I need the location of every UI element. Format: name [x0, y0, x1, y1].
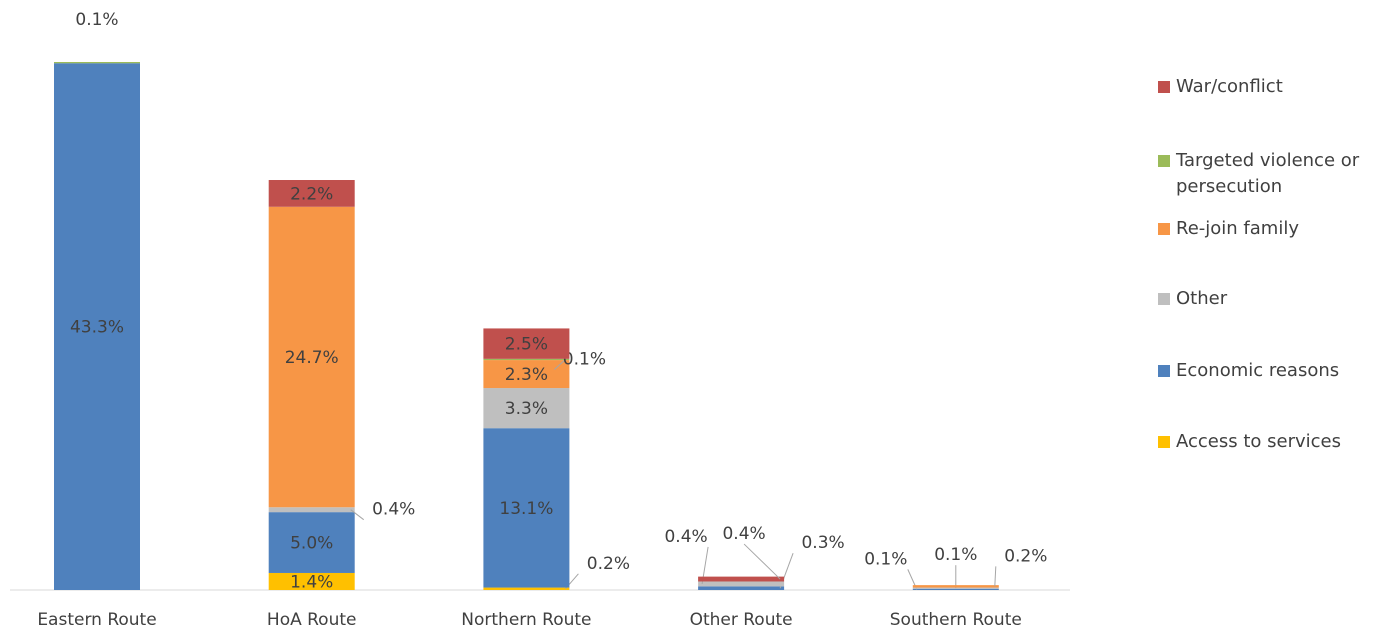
- bar-segment: [268, 507, 355, 513]
- bar-segment: [698, 586, 785, 590]
- bar-segment: [698, 581, 785, 587]
- legend-label: Targeted violence or persecution: [1176, 150, 1360, 197]
- bar-segment: [483, 388, 570, 429]
- bar-segment: [268, 206, 355, 508]
- leader-line: [743, 543, 781, 580]
- bar-segment: [483, 328, 570, 359]
- legend-label: War/conflict: [1176, 76, 1283, 97]
- data-label: 0.1%: [563, 349, 606, 369]
- data-label: 2.3%: [505, 365, 548, 385]
- bar-segment: [912, 587, 999, 589]
- legend-item: Re-join family: [1158, 216, 1388, 242]
- data-label: 5.0%: [290, 534, 333, 554]
- data-label: 2.2%: [290, 184, 333, 204]
- bar-segment: [483, 428, 570, 588]
- bar-segment: [268, 572, 355, 590]
- legend-label: Economic reasons: [1176, 360, 1340, 381]
- data-label: 24.7%: [285, 348, 339, 368]
- bar-segment: [268, 180, 355, 207]
- data-label: 0.2%: [587, 554, 630, 574]
- legend-swatch: [1158, 155, 1170, 167]
- legend-item: Targeted violence or persecution: [1158, 148, 1388, 200]
- data-label: 13.1%: [499, 499, 553, 519]
- legend-label: Re-join family: [1176, 218, 1299, 239]
- legend-swatch: [1158, 223, 1170, 235]
- legend-swatch: [1158, 293, 1170, 305]
- bar-segment: [483, 358, 570, 361]
- legend-item: Economic reasons: [1158, 358, 1388, 384]
- bar-segment: [912, 588, 999, 590]
- legend-swatch: [1158, 81, 1170, 93]
- legend-swatch: [1158, 365, 1170, 377]
- data-label: 43.3%: [70, 318, 124, 338]
- legend-label: Other: [1176, 288, 1228, 309]
- data-label: 0.1%: [934, 545, 977, 565]
- leader-line: [554, 359, 566, 370]
- legend-item: Access to services: [1158, 429, 1388, 455]
- bar-segment: [54, 63, 140, 590]
- legend-item: Other: [1158, 286, 1388, 312]
- data-label: 0.2%: [1004, 546, 1047, 566]
- legend-label: Access to services: [1176, 431, 1341, 452]
- data-label: 0.3%: [801, 533, 844, 553]
- data-label: 0.4%: [372, 500, 415, 520]
- data-label: 2.5%: [505, 335, 548, 355]
- bar-segment: [912, 585, 999, 588]
- x-tick-label: Other Route: [690, 610, 793, 630]
- data-label: 0.4%: [722, 524, 765, 544]
- bar-segment: [54, 62, 140, 64]
- leader-line: [350, 509, 365, 521]
- leader-line: [994, 566, 997, 587]
- x-tick-label: Southern Route: [890, 610, 1022, 630]
- legend-swatch: [1158, 436, 1170, 448]
- x-tick-label: Eastern Route: [37, 610, 156, 630]
- data-label: 3.3%: [505, 399, 548, 419]
- data-label: 1.4%: [290, 572, 333, 592]
- x-tick-label: HoA Route: [267, 610, 357, 630]
- data-label: 0.1%: [75, 10, 118, 30]
- data-label: 0.1%: [864, 549, 907, 569]
- data-label: 0.4%: [664, 527, 707, 547]
- x-tick-label: Northern Route: [461, 610, 591, 630]
- bar-segment: [483, 587, 570, 590]
- bar-segment: [698, 576, 785, 582]
- bar-segment: [268, 512, 355, 573]
- legend-item: War/conflict: [1158, 74, 1388, 100]
- bar-segment: [483, 360, 570, 389]
